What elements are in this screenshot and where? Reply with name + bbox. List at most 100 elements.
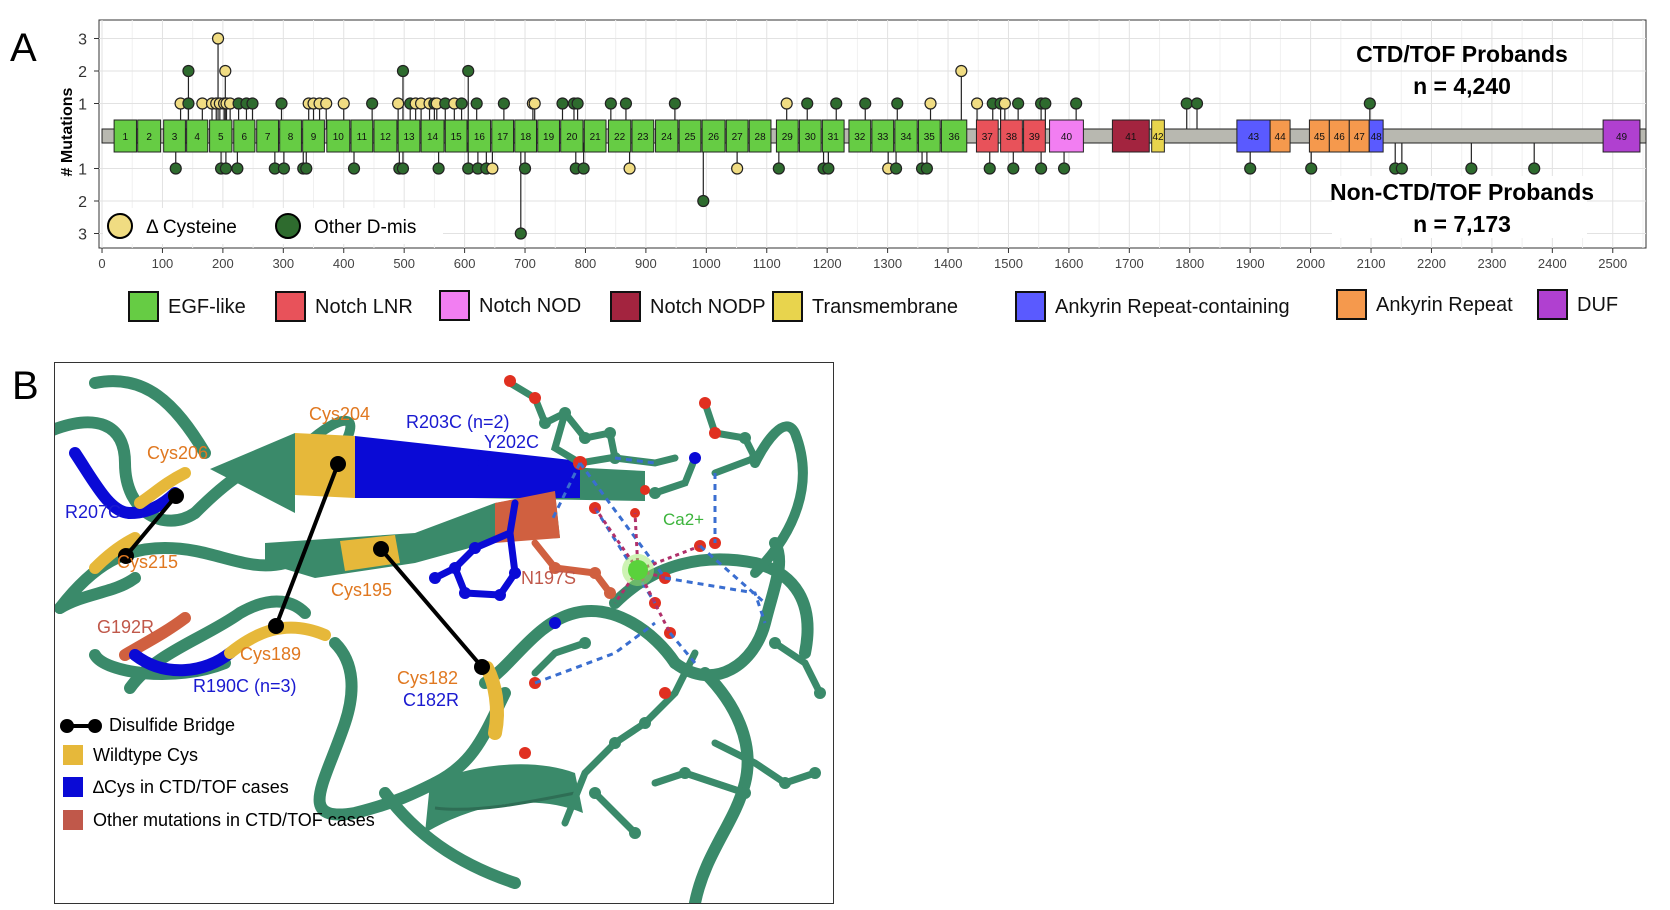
point-legend-bg: [103, 208, 443, 244]
non-ctd-tof-mutation-point: [169, 162, 182, 175]
cys215-segment: [89, 532, 141, 574]
non-ctd-tof-mutation-point: [219, 162, 233, 175]
x-tick-label: 1500: [994, 256, 1023, 271]
ctd-tof-mutation-point: [668, 97, 681, 110]
ctd-tof-mutation-point: [1190, 97, 1204, 110]
domain-number: 39: [1029, 132, 1041, 143]
domain-box: [1111, 119, 1150, 153]
non-ctd-tof-mutation-point: [1465, 162, 1478, 175]
domain-number: 44: [1275, 132, 1287, 143]
non-ctd-tof-mutation-point: [697, 194, 710, 208]
domain-box: [1023, 119, 1046, 153]
domain-number: 12: [380, 132, 392, 143]
ctd-tof-mutation-point: [211, 32, 225, 45]
legend-wildtype-cys-label: Wildtype Cys: [93, 745, 199, 765]
domain-box: [748, 119, 772, 153]
r207c-segment: [69, 447, 181, 520]
ctd-tof-mutation-point: [182, 97, 195, 110]
domain-box: [821, 119, 845, 153]
non-ctd-tof-mutation-point: [1244, 162, 1257, 175]
ctd-tof-mutation-point: [528, 97, 541, 110]
ctd-tof-mutation-point: [891, 97, 904, 110]
ctd-tof-mutation-point: [998, 97, 1011, 110]
x-tick-label: 1700: [1115, 256, 1144, 271]
x-tick-label: 1000: [692, 256, 721, 271]
x-tick-label: 2300: [1477, 256, 1506, 271]
x-tick-label: 400: [333, 256, 355, 271]
ctd-tof-mutation-point: [275, 97, 288, 110]
domain-legend-label: EGF-like: [168, 296, 246, 318]
domain-box: [537, 119, 560, 153]
x-tick-label: 200: [212, 256, 234, 271]
domain-box: [209, 119, 233, 153]
non-ctd-tof-mutation-point: [300, 162, 313, 175]
domain-number: 20: [566, 132, 578, 143]
ctd-tof-mutation-point: [396, 64, 410, 78]
non-ctd-tof-mutation-point: [889, 162, 903, 175]
protein-structure: [55, 375, 826, 903]
domain-box: [113, 119, 137, 153]
legend-cysteine-marker: [107, 213, 133, 239]
ctd-tof-mutation-point: [337, 97, 350, 110]
domain-box: [583, 119, 607, 153]
domain-number: 23: [637, 132, 649, 143]
legend-other-mutations-label: Other mutations in CTD/TOF cases: [93, 810, 375, 830]
non-ctd-tof-mutation-point: [623, 162, 636, 175]
domain-number: 40: [1061, 132, 1073, 143]
x-tick-label: 1200: [813, 256, 842, 271]
ctd-tof-mutation-point: [1180, 97, 1193, 110]
legend-wildtype-cys: Wildtype Cys: [63, 745, 198, 765]
non-ctd-tof-mutation-point: [396, 162, 410, 175]
y-tick-label-bottom: 1: [78, 162, 87, 179]
domain-box: [373, 119, 398, 153]
domain-legend-label: Ankyrin Repeat: [1376, 294, 1513, 316]
bottom-cohort-n: n = 7,173: [1413, 211, 1511, 237]
domain-number: 28: [755, 132, 767, 143]
panel-b-letter: B: [12, 364, 39, 408]
domain-legend-swatch: [1336, 289, 1367, 320]
label-ca2: Ca2+: [663, 510, 705, 529]
domain-legend-label: Notch LNR: [315, 296, 413, 318]
domain-legend-swatch: [610, 291, 641, 322]
x-tick-label: 100: [152, 256, 174, 271]
x-tick-label: 800: [575, 256, 597, 271]
ctd-tof-mutation-point: [1039, 97, 1052, 110]
y-tick-label-bottom: 2: [78, 194, 87, 211]
top-cohort-title: CTD/TOF Probands: [1356, 41, 1568, 67]
x-tick-label: 2000: [1296, 256, 1325, 271]
domain-number: 29: [782, 132, 794, 143]
non-ctd-tof-mutation-point: [1057, 162, 1071, 175]
ctd-tof-mutation-point: [246, 97, 259, 110]
legend-bridge-end-left: [60, 719, 74, 733]
n197s-side-chain: [531, 539, 614, 597]
domain-box: [1049, 119, 1084, 153]
domain-number: 7: [265, 132, 271, 143]
disulfide-bridge-ends: [118, 456, 490, 675]
non-ctd-tof-mutation-point: [772, 162, 785, 175]
x-tick-label: 900: [635, 256, 657, 271]
ctd-tof-mutation-point: [619, 97, 633, 110]
domain-box: [655, 119, 679, 153]
domain-box: [798, 119, 822, 153]
domain-box: [302, 119, 325, 153]
x-tick-label: 2400: [1538, 256, 1567, 271]
domain-legend-swatch: [1015, 291, 1046, 322]
domain-box: [917, 119, 941, 153]
mutation-points: [169, 32, 1541, 240]
protein-domains: 1 2 3 4 5 6 7 8 9 10 11 12 13 14 15 16 17 18 19 20 21 22 23 24 2…: [113, 119, 1641, 153]
label-r207c: R207C: [65, 502, 122, 522]
domain-number: 34: [900, 132, 912, 143]
domain-number: 42: [1152, 132, 1164, 143]
legend-delta-cys: ∆Cys in CTD/TOF cases: [63, 777, 289, 797]
domain-number: 27: [732, 132, 744, 143]
ctd-tof-mutation-point: [780, 97, 793, 110]
domain-box: [1602, 119, 1641, 153]
domain-box: [350, 119, 374, 153]
domain-number: 10: [333, 132, 345, 143]
ctd-tof-mutation-point: [366, 97, 379, 110]
x-tick-label: 1100: [753, 256, 781, 271]
ctd-tof-mutation-point: [556, 97, 569, 110]
ctd-tof-mutation-point: [924, 97, 937, 110]
domain-box: [775, 119, 799, 153]
x-tick-label: 1800: [1175, 256, 1204, 271]
